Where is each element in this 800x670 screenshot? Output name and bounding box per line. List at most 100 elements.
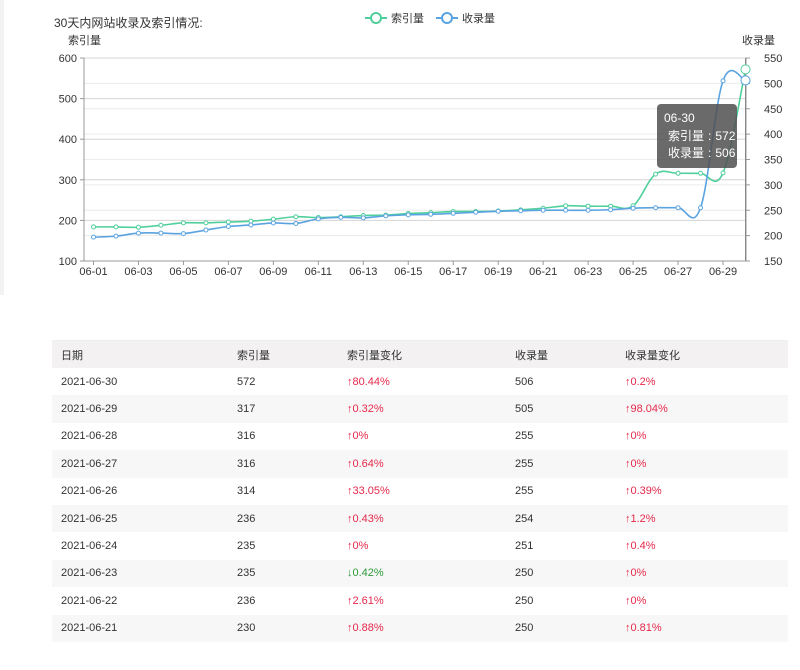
data-point	[405, 212, 411, 218]
table-row: 2021-06-27 316 ↑0.64% 255 ↑0%	[52, 450, 788, 478]
tick-label-x: 06-11	[305, 266, 332, 278]
header-date: 日期	[52, 341, 228, 368]
tick-label-x: 06-05	[169, 266, 197, 278]
data-point	[473, 209, 479, 215]
table-header-row: 日期 索引量 索引量变化 收录量 收录量变化	[52, 341, 788, 368]
cell-inclusion-change: ↑0%	[616, 450, 788, 478]
tick-label-left: 300	[59, 175, 77, 187]
data-point	[113, 233, 119, 239]
tick-label-right: 300	[764, 180, 782, 192]
table-row: 2021-06-22 236 ↑2.61% 250 ↑0%	[52, 587, 788, 614]
data-point	[225, 219, 231, 225]
tick-label-right: 250	[764, 205, 782, 217]
chart-title: 30天内网站收录及索引情况:	[54, 16, 203, 30]
tick-label-left: 600	[59, 53, 77, 65]
cell-index-change: ↑0.88%	[338, 614, 506, 642]
data-point	[653, 205, 659, 211]
data-point	[450, 210, 456, 216]
cell-index: 314	[237, 485, 256, 498]
y-axis-left-title: 索引量	[68, 33, 101, 47]
data-point	[203, 220, 209, 226]
line-chart[interactable]: 索引量 收录量1002003004005006001502002503003504…	[0, 0, 800, 300]
tick-label-x: 06-01	[79, 266, 107, 278]
tick-label-x: 06-09	[259, 266, 287, 278]
cell-inclusion: 506	[515, 375, 534, 388]
data-point	[740, 64, 751, 75]
tick-label-right: 350	[764, 155, 782, 167]
cell-inclusion-change: ↑0%	[625, 594, 647, 607]
tick-label-x: 06-29	[709, 266, 737, 278]
data-point	[653, 171, 659, 177]
legend-label-index: 索引量	[391, 13, 424, 25]
table-row: 2021-06-29 317 ↑0.32% 505 ↑98.04%	[52, 395, 788, 423]
data-point	[698, 170, 704, 176]
tick-label-left: 500	[59, 94, 77, 106]
cell-inclusion-change: ↑0.4%	[625, 540, 656, 553]
cell-index: 230	[228, 614, 338, 642]
header-index: 索引量	[228, 341, 338, 368]
tick-label-right: 200	[764, 231, 782, 243]
chart-tooltip: 06-30 索引量: 572 收录量: 506	[657, 104, 737, 168]
tooltip-incl-value: 506	[715, 146, 736, 160]
data-point	[180, 231, 186, 237]
left-divider	[0, 0, 4, 295]
data-point	[698, 205, 704, 211]
data-point	[740, 75, 751, 86]
data-point	[495, 208, 501, 214]
cell-date: 2021-06-24	[61, 540, 118, 553]
tick-label-right: 450	[764, 104, 782, 116]
header-inclusion-change: 收录量变化	[616, 341, 788, 368]
tick-label-right: 400	[764, 129, 782, 141]
cell-inclusion: 255	[515, 430, 534, 443]
cell-date: 2021-06-27	[52, 450, 228, 478]
tick-label-right: 500	[764, 78, 782, 90]
cell-index: 316	[228, 450, 338, 478]
cell-index-change: ↑0.43%	[338, 504, 506, 533]
table-row: 2021-06-25 236 ↑0.43% 254 ↑1.2%	[52, 504, 788, 533]
cell-index: 317	[228, 395, 338, 423]
data-point	[315, 216, 321, 222]
cell-inclusion-change: ↑0.81%	[616, 614, 788, 642]
cell-inclusion: 255	[506, 450, 616, 478]
cell-index: 236	[228, 504, 338, 533]
data-point	[248, 222, 254, 228]
cell-index-change: ↑0%	[347, 540, 369, 553]
stats-table: 日期 索引量 索引量变化 收录量 收录量变化 2021-06-30 572 ↑80.…	[52, 340, 788, 642]
data-point	[675, 170, 681, 176]
tooltip-index-name: 索引量	[668, 129, 705, 143]
data-point	[203, 227, 209, 233]
cell-index-change: ↑33.05%	[347, 485, 390, 498]
tooltip-index-value: 572	[715, 129, 736, 143]
data-point	[720, 78, 726, 84]
legend-item-index[interactable]: 索引量	[365, 10, 424, 26]
tick-label-right: 150	[764, 256, 782, 268]
cell-index-change: ↑0.32%	[338, 395, 506, 423]
cell-inclusion: 251	[515, 540, 534, 553]
cell-date: 2021-06-28	[61, 430, 118, 443]
tick-label-x: 06-17	[439, 266, 467, 278]
cell-date: 2021-06-26	[61, 485, 118, 498]
cell-index-change: ↑0%	[347, 430, 369, 443]
data-point	[338, 214, 344, 220]
table-row: 2021-06-24 235 ↑0% 251 ↑0.4%	[52, 532, 788, 559]
data-point	[360, 215, 366, 221]
tick-label-x: 06-15	[394, 266, 422, 278]
cell-date: 2021-06-21	[52, 614, 228, 642]
cell-inclusion-change: ↑0%	[625, 430, 647, 443]
cell-index-change: ↓0.42%	[338, 559, 506, 588]
data-point	[563, 207, 569, 213]
legend-item-inclusion[interactable]: 收录量	[436, 10, 495, 26]
data-point	[91, 224, 96, 230]
cell-index: 236	[237, 594, 256, 607]
legend-line-icon	[365, 12, 387, 24]
tick-label-left: 400	[59, 134, 77, 146]
data-point	[293, 214, 299, 220]
cell-inclusion-change: ↑98.04%	[616, 395, 788, 423]
cell-index-change: ↑0.64%	[338, 450, 506, 478]
table-row: 2021-06-23 235 ↓0.42% 250 ↑0%	[52, 559, 788, 588]
tooltip-row-inclusion: 收录量: 506	[668, 146, 736, 160]
data-point	[608, 207, 614, 213]
cell-inclusion-change: ↑0.39%	[625, 485, 662, 498]
y-axis-right-title: 收录量	[742, 33, 775, 47]
tick-label-x: 06-21	[529, 266, 557, 278]
